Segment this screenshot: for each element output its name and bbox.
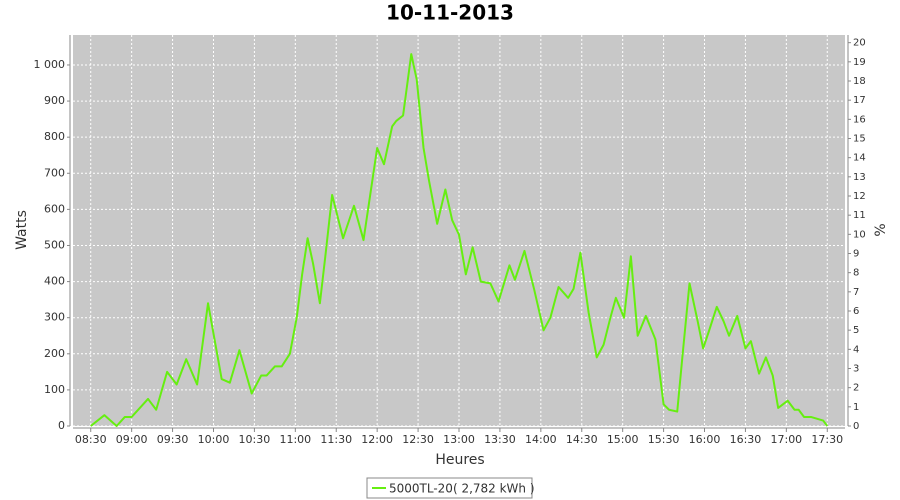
x-tick-label: 12:30 bbox=[402, 433, 434, 446]
y2-tick-label: 7 bbox=[853, 287, 859, 298]
y-tick-label: 0 bbox=[58, 419, 65, 432]
x-tick-label: 11:30 bbox=[320, 433, 352, 446]
y2-tick-label: 4 bbox=[853, 344, 859, 355]
y2-tick-label: 17 bbox=[853, 95, 866, 106]
y-tick-label: 400 bbox=[44, 275, 65, 288]
y2-tick-label: 2 bbox=[853, 383, 859, 394]
y-tick-label: 1 000 bbox=[34, 58, 66, 71]
y-tick-label: 500 bbox=[44, 238, 65, 251]
y2-tick-label: 0 bbox=[853, 421, 859, 432]
y2-tick-label: 3 bbox=[853, 364, 859, 375]
y2-tick-label: 1 bbox=[853, 402, 859, 413]
x-tick-label: 17:00 bbox=[770, 433, 802, 446]
y2-tick-label: 19 bbox=[853, 57, 866, 68]
y-axis-label: Watts bbox=[14, 210, 30, 250]
x-tick-label: 15:00 bbox=[607, 433, 639, 446]
x-tick-label: 16:00 bbox=[689, 433, 721, 446]
y2-tick-label: 10 bbox=[853, 229, 866, 240]
y2-tick-label: 15 bbox=[853, 134, 866, 145]
x-tick-label: 12:00 bbox=[361, 433, 393, 446]
legend-label: 5000TL-20( 2,782 kWh ) bbox=[389, 482, 535, 496]
x-tick-label: 11:00 bbox=[279, 433, 311, 446]
y2-tick-label: 14 bbox=[853, 153, 866, 164]
x-tick-label: 16:30 bbox=[730, 433, 762, 446]
x-tick-label: 10:00 bbox=[198, 433, 230, 446]
y2-tick-label: 9 bbox=[853, 249, 859, 260]
y2-tick-label: 12 bbox=[853, 191, 866, 202]
y-tick-label: 300 bbox=[44, 311, 65, 324]
x-tick-label: 14:30 bbox=[566, 433, 598, 446]
x-tick-label: 09:00 bbox=[116, 433, 148, 446]
y2-tick-label: 16 bbox=[853, 114, 866, 125]
line-series bbox=[90, 53, 829, 427]
chart-title: 10-11-2013 bbox=[386, 1, 514, 25]
y2-tick-label: 8 bbox=[853, 268, 859, 279]
y2-tick-label: 5 bbox=[853, 325, 859, 336]
x-tick-label: 14:00 bbox=[525, 433, 557, 446]
y-tick-label: 700 bbox=[44, 166, 65, 179]
x-tick-label: 13:00 bbox=[443, 433, 475, 446]
x-tick-label: 17:30 bbox=[811, 433, 843, 446]
y2-tick-label: 20 bbox=[853, 38, 866, 49]
y2-tick-label: 11 bbox=[853, 210, 866, 221]
x-tick-label: 13:30 bbox=[484, 433, 516, 446]
y2-tick-label: 13 bbox=[853, 172, 866, 183]
legend-box bbox=[366, 477, 533, 499]
y2-tick-label: 6 bbox=[853, 306, 859, 317]
y-tick-label: 600 bbox=[44, 202, 65, 215]
x-tick-label: 15:30 bbox=[648, 433, 680, 446]
y-tick-label: 800 bbox=[44, 130, 65, 143]
y-tick-label: 200 bbox=[44, 347, 65, 360]
x-tick-label: 08:30 bbox=[75, 433, 107, 446]
x-axis-label: Heures bbox=[435, 452, 484, 468]
y2-tick-label: 18 bbox=[853, 76, 866, 87]
y2-axis-label: % bbox=[873, 223, 889, 236]
y-tick-label: 100 bbox=[44, 383, 65, 396]
x-tick-label: 10:30 bbox=[239, 433, 271, 446]
y-tick-label: 900 bbox=[44, 94, 65, 107]
x-tick-label: 09:30 bbox=[157, 433, 189, 446]
